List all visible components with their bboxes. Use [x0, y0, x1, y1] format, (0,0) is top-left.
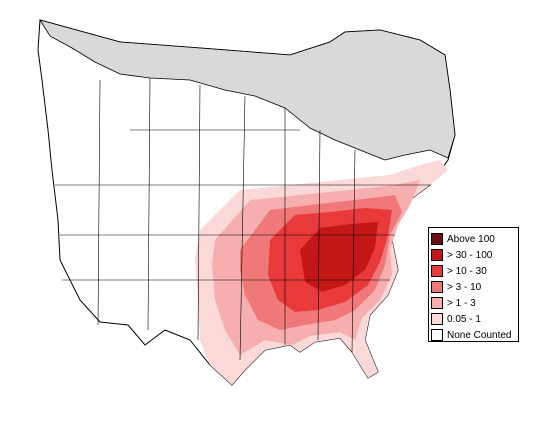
legend-item: Above 100 [431, 231, 516, 247]
legend-item: > 10 - 30 [431, 263, 516, 279]
map-legend: Above 100 > 30 - 100 > 10 - 30 > 3 - 10 … [428, 227, 519, 342]
legend-item: > 30 - 100 [431, 247, 516, 263]
legend-label: > 30 - 100 [447, 249, 493, 261]
legend-item: > 3 - 10 [431, 279, 516, 295]
legend-item: None Counted [431, 327, 516, 343]
political-borders [55, 77, 430, 361]
legend-label: 0.05 - 1 [447, 313, 481, 325]
legend-label: Above 100 [447, 233, 495, 245]
no-data-region [39, 19, 456, 161]
legend-label: > 10 - 30 [447, 265, 487, 277]
legend-label: > 1 - 3 [447, 297, 476, 309]
legend-swatch [431, 313, 443, 325]
legend-item: > 1 - 3 [431, 295, 516, 311]
abundance-zone-very-high [300, 222, 378, 292]
legend-label: None Counted [447, 329, 512, 341]
legend-swatch [431, 233, 443, 245]
legend-label: > 3 - 10 [447, 281, 482, 293]
legend-swatch [431, 265, 443, 277]
legend-swatch [431, 297, 443, 309]
legend-swatch [431, 329, 443, 341]
legend-swatch [431, 281, 443, 293]
legend-swatch [431, 249, 443, 261]
legend-item: 0.05 - 1 [431, 311, 516, 327]
